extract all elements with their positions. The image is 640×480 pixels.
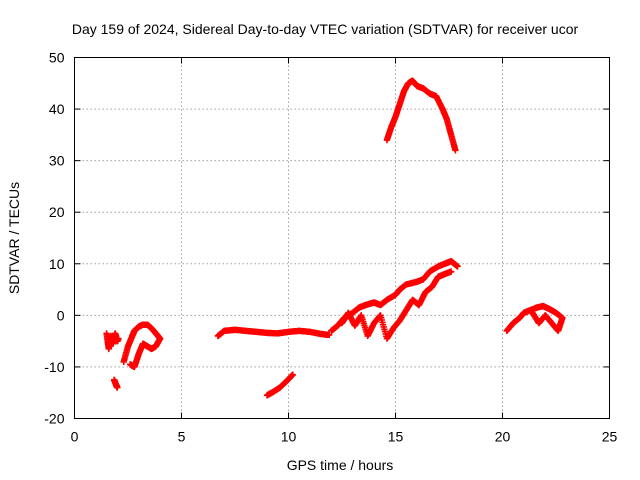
data-point [114,384,121,391]
x-tick-label: 10 [281,429,297,445]
x-tick-label: 20 [495,429,511,445]
y-tick-label: 40 [49,101,65,117]
x-tick-label: 15 [388,429,404,445]
grid-lines [74,57,610,419]
y-axis-label: SDTVAR / TECUs [6,182,22,294]
data-point [289,371,296,378]
series-arc-3 [214,326,333,340]
data-point [454,263,461,270]
y-tick-label: 10 [49,256,65,272]
y-tick-label: 0 [57,307,65,323]
series-arc-2 [120,321,164,371]
series-arc-6 [383,77,459,154]
y-tick-label: -20 [44,411,64,427]
y-tick-label: -10 [44,359,64,375]
data-point [529,309,536,316]
y-tick-label: 30 [49,153,65,169]
series-arc-7 [503,302,566,335]
series-arc-1a [103,330,122,353]
data-point [325,331,333,339]
series-arc-4 [263,371,296,399]
data-point [447,268,455,275]
x-axis-label: GPS time / hours [287,457,394,473]
y-tick-label: 50 [49,50,65,66]
x-tick-label: 5 [178,429,186,445]
data-points [103,77,566,399]
x-tick-label: 0 [71,429,79,445]
y-tick-labels: -20 -10 0 10 20 30 40 50 [44,50,64,427]
plot-frame [74,57,610,419]
chart-title: Day 159 of 2024, Sidereal Day-to-day VTE… [72,21,579,37]
series-arc-1b [110,376,121,391]
data-point [115,335,122,342]
axis-ticks [74,57,610,419]
series-arc-5 [328,258,461,335]
data-point [126,361,134,368]
series-arc-5b [338,268,455,342]
y-tick-label: 20 [49,204,65,220]
x-tick-label: 25 [602,429,618,445]
x-tick-labels: 0 5 10 15 20 25 [71,429,618,445]
data-point [452,147,459,154]
